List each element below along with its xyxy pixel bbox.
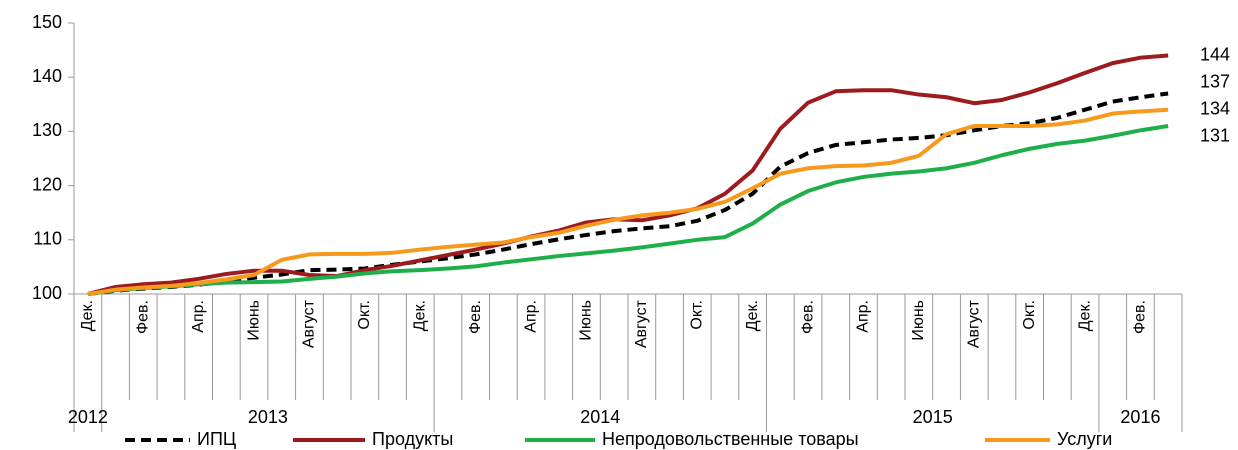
x-tick-label: Август [965, 299, 982, 348]
x-tick-label: Апр. [190, 300, 207, 333]
x-tick-label: Дек. [1076, 300, 1093, 331]
x-tick-label: Июнь [245, 300, 262, 341]
legend-label: Услуги [1057, 429, 1112, 449]
end-label: 144 [1200, 44, 1230, 64]
end-label: 137 [1200, 71, 1230, 91]
series-line [87, 124, 1169, 296]
legend-label: Непродовольственные товары [602, 429, 859, 449]
x-tick-label: Фев. [134, 300, 151, 334]
x-tick-label: Апр. [522, 300, 539, 333]
year-label: 2013 [248, 407, 288, 427]
series-line [87, 53, 1169, 296]
x-tick-label: Дек. [744, 300, 761, 331]
x-tick-label: Фев. [1132, 300, 1149, 334]
y-tick-label: 120 [32, 174, 62, 194]
year-label: 2012 [68, 407, 108, 427]
x-tick-label: Июнь [578, 300, 595, 341]
x-tick-label: Фев. [799, 300, 816, 334]
y-tick-label: 100 [32, 283, 62, 303]
x-tick-label: Июнь [910, 300, 927, 341]
end-label: 134 [1200, 98, 1230, 118]
year-label: 2014 [580, 407, 620, 427]
x-tick-label: Фев. [467, 300, 484, 334]
y-tick-label: 150 [32, 12, 62, 32]
y-tick-label: 140 [32, 66, 62, 86]
x-tick-label: Дек. [411, 300, 428, 331]
end-label: 131 [1200, 125, 1230, 145]
y-tick-label: 130 [32, 120, 62, 140]
x-tick-label: Апр. [855, 300, 872, 333]
series-line [87, 91, 1169, 296]
x-tick-label: Окт. [356, 300, 373, 330]
x-tick-label: Окт. [1021, 300, 1038, 330]
legend-label: ИПЦ [197, 429, 236, 449]
year-label: 2016 [1120, 407, 1160, 427]
x-tick-label: Август [633, 299, 650, 348]
legend-label: Продукты [372, 429, 453, 449]
x-tick-label: Окт. [688, 300, 705, 330]
year-label: 2015 [913, 407, 953, 427]
x-tick-label: Дек. [79, 300, 96, 331]
y-tick-label: 110 [33, 229, 62, 249]
x-tick-label: Август [301, 299, 318, 348]
series-line [87, 107, 1169, 296]
